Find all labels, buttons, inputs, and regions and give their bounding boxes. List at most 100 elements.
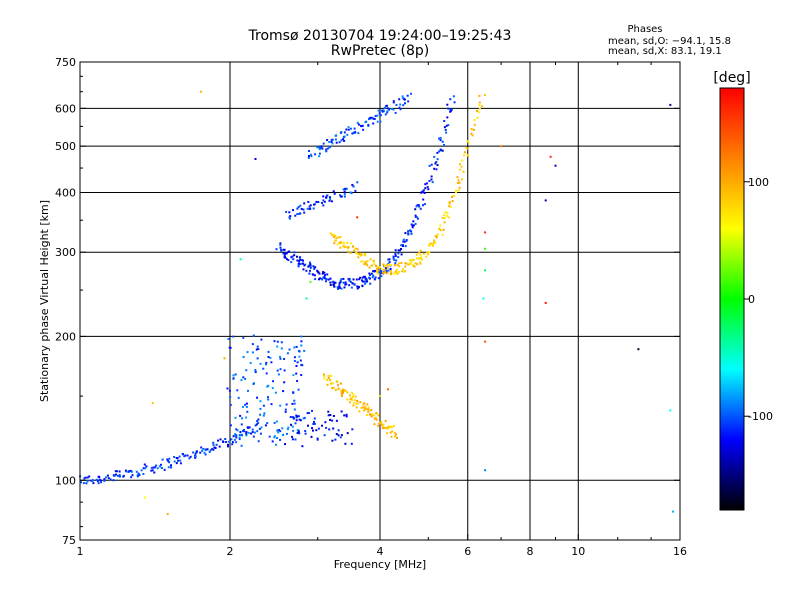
data-point (325, 148, 327, 151)
data-point (394, 249, 397, 252)
data-point (293, 408, 296, 411)
data-point (303, 202, 306, 205)
data-point (335, 237, 338, 240)
data-point (444, 211, 447, 214)
data-point (238, 438, 241, 441)
data-point (300, 374, 303, 376)
data-point (292, 209, 294, 212)
data-point (303, 264, 306, 267)
data-point (291, 402, 294, 405)
data-point (349, 191, 352, 194)
data-point (407, 230, 410, 233)
data-point (283, 254, 286, 257)
x-axis-ticks: 1 2 4 6 8 10 16 (77, 62, 687, 558)
data-point (386, 272, 389, 275)
data-point (259, 413, 262, 416)
data-point (273, 421, 276, 424)
data-point (324, 274, 326, 277)
data-point (308, 205, 311, 208)
data-point (331, 439, 334, 442)
data-point (293, 360, 296, 362)
data-point (396, 268, 398, 271)
data-point (333, 282, 336, 285)
data-point (394, 253, 397, 255)
data-point (283, 381, 286, 384)
data-point (338, 281, 341, 284)
x-tick-label: 4 (377, 545, 384, 558)
data-point (288, 211, 291, 214)
data-point (151, 402, 154, 405)
data-point (333, 242, 336, 245)
data-point (181, 453, 184, 455)
data-point (247, 426, 249, 429)
data-point (275, 420, 278, 423)
data-point (340, 195, 342, 198)
data-point (394, 111, 397, 114)
data-point (461, 159, 464, 162)
data-point (313, 203, 315, 206)
data-point (199, 451, 202, 454)
data-point (340, 434, 343, 437)
data-point (370, 409, 373, 412)
data-point (213, 446, 216, 449)
data-point (425, 255, 428, 258)
data-point (276, 340, 279, 343)
data-point (350, 192, 353, 195)
data-point (118, 474, 121, 477)
data-point (212, 441, 215, 444)
data-point (155, 464, 158, 467)
data-point (484, 269, 487, 272)
data-point (284, 408, 287, 411)
phases-title: Phases (627, 24, 662, 35)
data-point (255, 348, 258, 351)
data-point (312, 207, 315, 210)
data-point (367, 406, 370, 409)
data-point (153, 471, 156, 474)
data-point (301, 445, 304, 448)
data-point (371, 413, 374, 416)
data-point (226, 387, 229, 390)
data-point (371, 116, 374, 119)
data-point (322, 142, 325, 145)
data-point (392, 108, 395, 111)
data-point (386, 432, 389, 435)
data-point (130, 476, 133, 479)
data-point (363, 402, 366, 405)
data-point (373, 414, 376, 417)
data-point (284, 253, 287, 256)
data-point (97, 482, 100, 485)
data-point (217, 439, 219, 442)
data-point (410, 259, 413, 261)
x-tick-label: 6 (464, 545, 471, 558)
data-point (367, 123, 370, 126)
data-point (410, 230, 413, 233)
data-point (384, 419, 387, 422)
data-point (338, 287, 341, 289)
data-point (299, 258, 302, 261)
data-point (318, 148, 321, 151)
data-point (482, 297, 485, 300)
data-point (300, 340, 303, 343)
data-point (265, 363, 267, 366)
data-point (293, 402, 296, 405)
data-point (269, 356, 272, 359)
data-point (412, 220, 415, 223)
data-point (302, 259, 304, 262)
data-point (258, 427, 261, 430)
data-point (321, 202, 323, 204)
data-point (267, 350, 270, 353)
data-point (365, 414, 368, 416)
data-point (347, 126, 350, 129)
data-point (354, 131, 356, 134)
data-point (312, 423, 315, 425)
data-point (279, 243, 282, 246)
data-point (262, 367, 265, 370)
data-point (130, 470, 133, 473)
data-point (401, 270, 404, 273)
data-point (470, 132, 473, 135)
data-point (393, 258, 396, 261)
data-point (447, 124, 450, 127)
data-point (100, 481, 103, 484)
data-point (297, 265, 300, 268)
data-point (256, 420, 259, 423)
